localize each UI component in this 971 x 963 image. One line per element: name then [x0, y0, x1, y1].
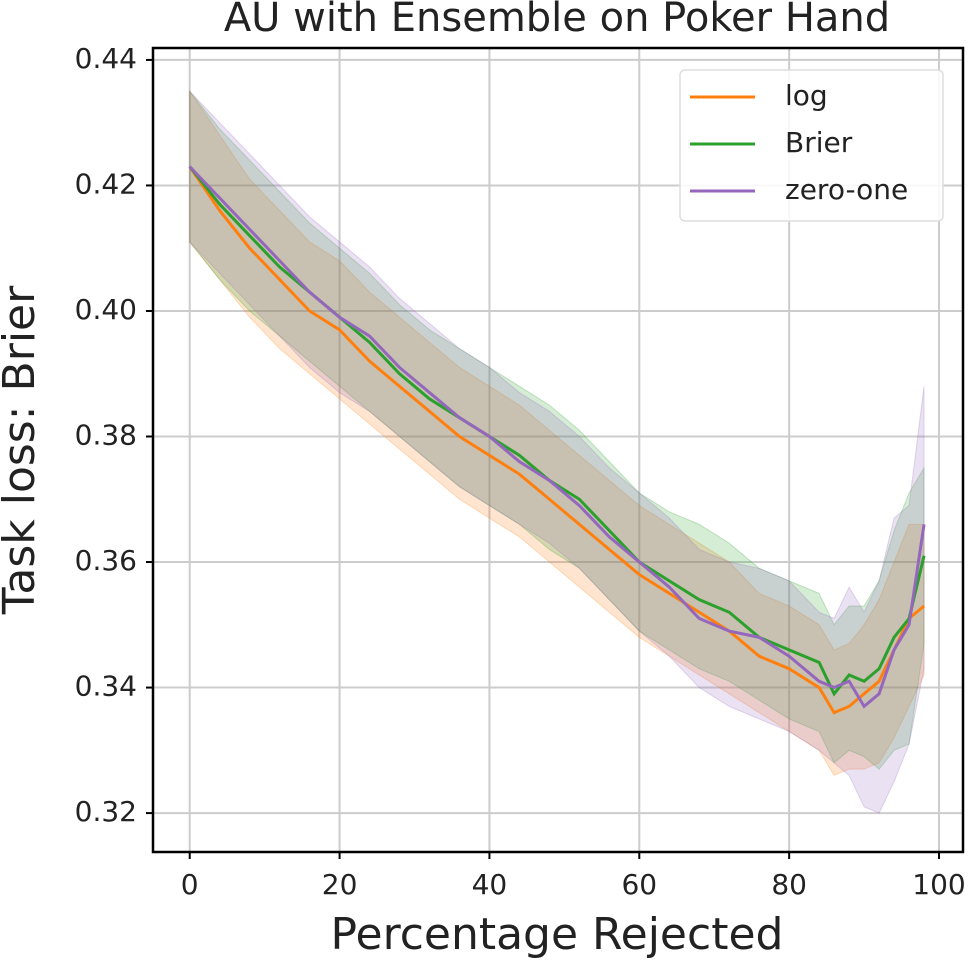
legend-label: Brier	[785, 126, 853, 159]
chart-title: AU with Ensemble on Poker Hand	[224, 0, 890, 41]
y-tick-label: 0.34	[75, 670, 137, 703]
x-axis-label: Percentage Rejected	[331, 909, 784, 960]
x-tick-label: 60	[621, 868, 657, 901]
y-tick-label: 0.42	[75, 167, 137, 200]
x-tick-label: 20	[322, 868, 358, 901]
y-tick-label: 0.32	[75, 795, 137, 828]
plot-frame	[151, 46, 965, 854]
x-tick-label: 40	[472, 868, 508, 901]
x-tick-label: 100	[912, 868, 965, 901]
x-tick-label: 80	[771, 868, 807, 901]
line	[188, 165, 925, 715]
y-tick-label: 0.40	[75, 293, 137, 326]
legend-label: log	[785, 79, 828, 112]
confidence-band	[189, 89, 925, 777]
y-tick-label: 0.38	[75, 419, 137, 452]
legend-box	[679, 69, 944, 222]
line	[188, 165, 926, 709]
confidence-band	[189, 89, 925, 770]
y-axis-label: Task loss: Brier	[0, 285, 45, 615]
legend-label: zero-one	[785, 173, 908, 206]
y-tick-label: 0.36	[75, 544, 137, 577]
x-tick-label: 0	[181, 868, 199, 901]
y-tick-label: 0.44	[75, 42, 137, 75]
